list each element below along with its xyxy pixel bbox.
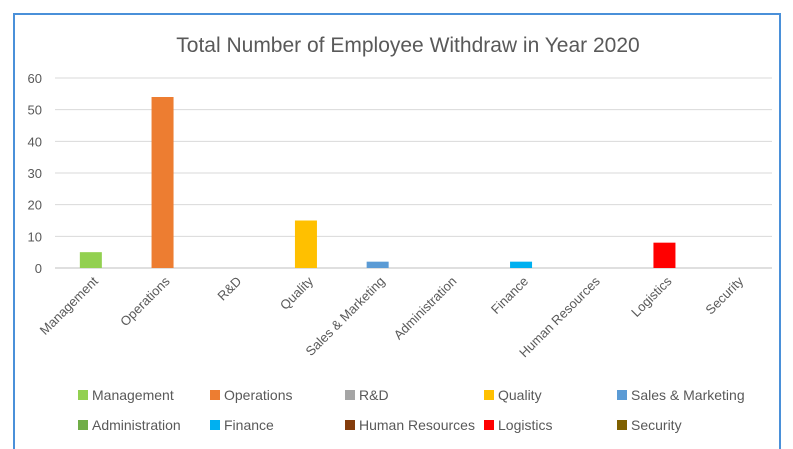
legend-swatch (345, 390, 355, 400)
bars (79, 97, 676, 268)
gridlines (55, 77, 772, 269)
x-tick-label: Management (37, 273, 102, 338)
x-tick-label: Human Resources (516, 273, 603, 360)
y-tick-label: 10 (28, 229, 42, 244)
legend-swatch (484, 390, 494, 400)
legend-swatch (484, 420, 494, 430)
legend-label: Quality (498, 387, 542, 403)
legend-label: Operations (224, 387, 292, 403)
legend-swatch (78, 420, 88, 430)
bar (366, 261, 389, 268)
bar (653, 242, 676, 268)
legend-label: Administration (92, 417, 181, 433)
x-tick-label: Operations (117, 273, 173, 329)
bar (151, 97, 174, 268)
x-tick-label: Quality (277, 273, 317, 313)
x-tick-label: R&D (214, 274, 244, 304)
legend: Management Operations R&D Quality Sales & Ma… (78, 387, 745, 433)
legend-swatch (210, 390, 220, 400)
legend-label: Security (631, 417, 682, 433)
y-tick-label: 20 (28, 198, 42, 213)
y-tick-label: 50 (28, 103, 42, 118)
x-tick-label: Sales & Marketing (303, 274, 388, 359)
legend-label: Human Resources (359, 417, 475, 433)
legend-label: R&D (359, 387, 389, 403)
legend-swatch (78, 390, 88, 400)
x-tick-label: Finance (488, 274, 531, 317)
legend-swatch (617, 390, 627, 400)
y-tick-label: 60 (28, 71, 42, 86)
legend-label: Sales & Marketing (631, 387, 745, 403)
y-tick-label: 0 (35, 261, 42, 276)
legend-swatch (210, 420, 220, 430)
legend-label: Finance (224, 417, 274, 433)
x-tick-label: Administration (391, 274, 460, 343)
legend-swatch (345, 420, 355, 430)
y-tick-label: 40 (28, 134, 42, 149)
x-tick-label: Logistics (628, 273, 675, 320)
y-tick-label: 30 (28, 166, 42, 181)
y-axis-ticks: 0 10 20 30 40 50 60 (28, 71, 42, 276)
bar (79, 252, 102, 268)
legend-swatch (617, 420, 627, 430)
bar (294, 220, 317, 268)
bar (510, 261, 533, 268)
chart-title: Total Number of Employee Withdraw in Yea… (176, 34, 639, 57)
legend-label: Management (92, 387, 174, 403)
x-tick-label: Security (702, 273, 746, 317)
legend-label: Logistics (498, 417, 552, 433)
chart-frame (13, 13, 781, 449)
